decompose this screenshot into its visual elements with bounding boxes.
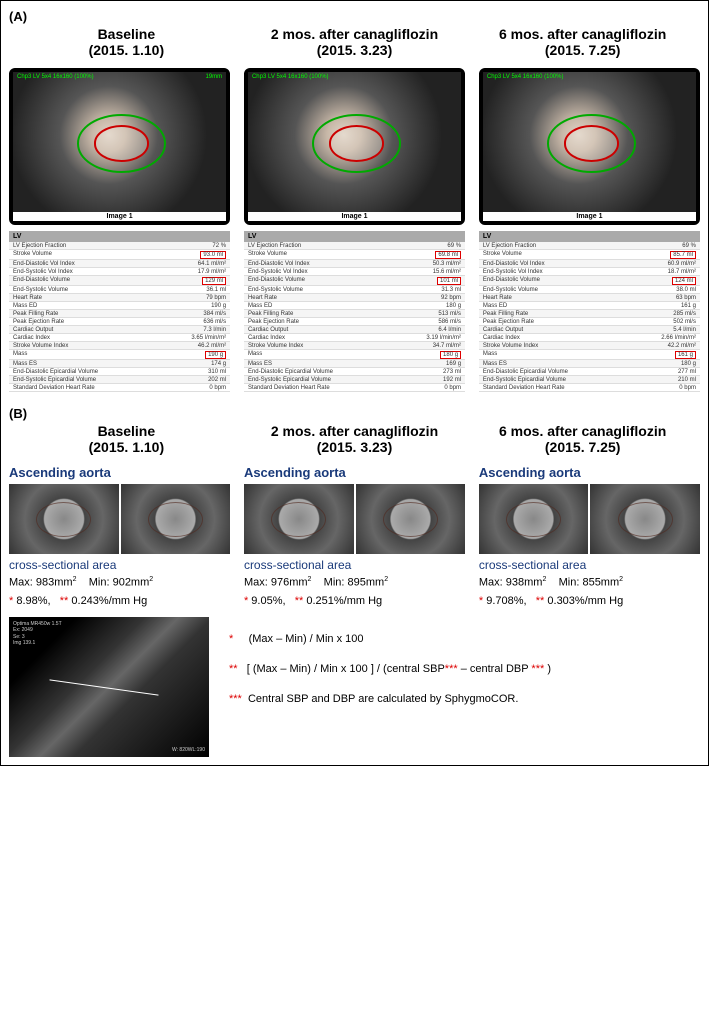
mri-6mo: Chp3 LV 5x4 16x160 (100%) Image 1 — [479, 68, 700, 225]
lv-row: Mass ES180 g — [479, 360, 700, 368]
lv-row: Cardiac Index3.19 l/min/m² — [244, 334, 465, 342]
panel-a-label: (A) — [9, 9, 700, 24]
lv-row: End-Diastolic Volume124 ml — [479, 276, 700, 286]
lv-row: Stroke Volume Index42.2 ml/m² — [479, 342, 700, 350]
lv-row: Mass190 g — [9, 350, 230, 360]
highlighted-value: 161 g — [675, 351, 696, 359]
lv-row: LV Ejection Fraction72 % — [9, 242, 230, 250]
aorta-img-max — [9, 484, 119, 554]
lv-row: End-Diastolic Volume129 ml — [9, 276, 230, 286]
lv-row: End-Systolic Vol Index15.6 ml/m² — [244, 268, 465, 276]
lv-row: Stroke Volume Index34.7 ml/m² — [244, 342, 465, 350]
formula-2: ** [ (Max – Min) / Min x 100 ] / (centra… — [229, 657, 700, 681]
highlighted-value: 85.7 ml — [670, 251, 696, 259]
lv-row: Mass ED190 g — [9, 302, 230, 310]
aorta-row: Ascending aorta cross-sectional area Max… — [9, 465, 700, 607]
lv-row: Peak Ejection Rate502 ml/s — [479, 318, 700, 326]
aorta-6mo: Ascending aorta cross-sectional area Max… — [479, 465, 700, 607]
lv-tables-row: LV LV Ejection Fraction72 %Stroke Volume… — [9, 231, 700, 392]
lv-row: Mass ED180 g — [244, 302, 465, 310]
figure-container: (A) Baseline (2015. 1.10) 2 mos. after c… — [0, 0, 709, 766]
panel-b: (B) Baseline (2015. 1.10) 2 mos. after c… — [9, 406, 700, 757]
lv-row: Mass ES169 g — [244, 360, 465, 368]
highlighted-value: 190 g — [205, 351, 226, 359]
aorta-img-min — [121, 484, 231, 554]
lv-row: End-Diastolic Vol Index64.1 ml/m² — [9, 260, 230, 268]
lv-row: End-Systolic Epicardial Volume192 ml — [244, 376, 465, 384]
lv-row: Cardiac Output6.4 l/min — [244, 326, 465, 334]
endocardial-contour — [94, 125, 149, 161]
formulas: * (Max – Min) / Min x 100 ** [ (Max – Mi… — [229, 617, 700, 718]
lv-row: Mass ED161 g — [479, 302, 700, 310]
highlighted-value: 93.0 ml — [200, 251, 226, 259]
lv-table-baseline: LV LV Ejection Fraction72 %Stroke Volume… — [9, 231, 230, 392]
highlighted-value: 101 ml — [437, 277, 461, 285]
lv-row: End-Diastolic Vol Index50.3 ml/m² — [244, 260, 465, 268]
lv-row: End-Diastolic Epicardial Volume273 ml — [244, 368, 465, 376]
highlighted-value: 129 ml — [202, 277, 226, 285]
lv-row: End-Diastolic Volume101 ml — [244, 276, 465, 286]
formula-3: *** Central SBP and DBP are calculated b… — [229, 687, 700, 711]
lv-row: Standard Deviation Heart Rate0 bpm — [479, 384, 700, 392]
lv-row: Peak Filling Rate384 ml/s — [9, 310, 230, 318]
lv-row: Heart Rate92 bpm — [244, 294, 465, 302]
lv-row: Stroke Volume Index46.2 ml/m² — [9, 342, 230, 350]
highlighted-value: 69.8 ml — [435, 251, 461, 259]
bottom-row: Optima MR450w 1.5TEx: 2049Se: 3Img 139.1… — [9, 617, 700, 757]
lv-row: Mass ES174 g — [9, 360, 230, 368]
lv-row: Stroke Volume85.7 ml — [479, 250, 700, 260]
panel-a-timepoints: Baseline (2015. 1.10) 2 mos. after canag… — [9, 26, 700, 58]
lv-row: Stroke Volume69.8 ml — [244, 250, 465, 260]
formula-1: * (Max – Min) / Min x 100 — [229, 627, 700, 651]
lv-row: Peak Ejection Rate636 ml/s — [9, 318, 230, 326]
lv-row: Peak Ejection Rate586 ml/s — [244, 318, 465, 326]
lv-row: Mass180 g — [244, 350, 465, 360]
lv-row: End-Diastolic Epicardial Volume310 ml — [9, 368, 230, 376]
lv-row: LV Ejection Fraction69 % — [244, 242, 465, 250]
lv-row: End-Systolic Vol Index18.7 ml/m² — [479, 268, 700, 276]
lv-row: Standard Deviation Heart Rate0 bpm — [244, 384, 465, 392]
lv-row: Heart Rate63 bpm — [479, 294, 700, 302]
lv-row: End-Systolic Volume38.0 ml — [479, 286, 700, 294]
lv-row: End-Systolic Epicardial Volume202 ml — [9, 376, 230, 384]
lv-row: End-Systolic Volume31.3 ml — [244, 286, 465, 294]
highlighted-value: 124 ml — [672, 277, 696, 285]
lv-table-2mo: LV LV Ejection Fraction69 %Stroke Volume… — [244, 231, 465, 392]
aorta-baseline: Ascending aorta cross-sectional area Max… — [9, 465, 230, 607]
lv-row: End-Systolic Vol Index17.9 ml/m² — [9, 268, 230, 276]
highlighted-value: 180 g — [440, 351, 461, 359]
lv-row: End-Systolic Volume36.1 ml — [9, 286, 230, 294]
mri-images-row: Chp3 LV 5x4 16x160 (100%) 19mm Image 1 C… — [9, 68, 700, 225]
lv-row: Peak Filling Rate285 ml/s — [479, 310, 700, 318]
lv-row: End-Systolic Epicardial Volume210 ml — [479, 376, 700, 384]
timepoint-baseline: Baseline (2015. 1.10) — [19, 26, 234, 58]
lv-row: LV Ejection Fraction69 % — [479, 242, 700, 250]
lv-row: Mass161 g — [479, 350, 700, 360]
lv-row: Cardiac Output5.4 l/min — [479, 326, 700, 334]
aorta-2mo: Ascending aorta cross-sectional area Max… — [244, 465, 465, 607]
lv-row: Peak Filling Rate513 ml/s — [244, 310, 465, 318]
sagittal-mri: Optima MR450w 1.5TEx: 2049Se: 3Img 139.1… — [9, 617, 209, 757]
lv-row: Cardiac Index2.66 l/min/m² — [479, 334, 700, 342]
lv-table-6mo: LV LV Ejection Fraction69 %Stroke Volume… — [479, 231, 700, 392]
lv-row: Stroke Volume93.0 ml — [9, 250, 230, 260]
panel-b-timepoints: Baseline (2015. 1.10) 2 mos. after canag… — [9, 423, 700, 455]
mri-2mo: Chp3 LV 5x4 16x160 (100%) Image 1 — [244, 68, 465, 225]
lv-row: End-Diastolic Vol Index60.9 ml/m² — [479, 260, 700, 268]
lv-row: Standard Deviation Heart Rate0 bpm — [9, 384, 230, 392]
panel-b-label: (B) — [9, 406, 700, 421]
lv-row: Heart Rate79 bpm — [9, 294, 230, 302]
mri-baseline: Chp3 LV 5x4 16x160 (100%) 19mm Image 1 — [9, 68, 230, 225]
timepoint-2mo: 2 mos. after canagliflozin (2015. 3.23) — [247, 26, 462, 58]
lv-row: End-Diastolic Epicardial Volume277 ml — [479, 368, 700, 376]
lv-row: Cardiac Index3.65 l/min/m² — [9, 334, 230, 342]
timepoint-6mo: 6 mos. after canagliflozin (2015. 7.25) — [475, 26, 690, 58]
lv-row: Cardiac Output7.3 l/min — [9, 326, 230, 334]
